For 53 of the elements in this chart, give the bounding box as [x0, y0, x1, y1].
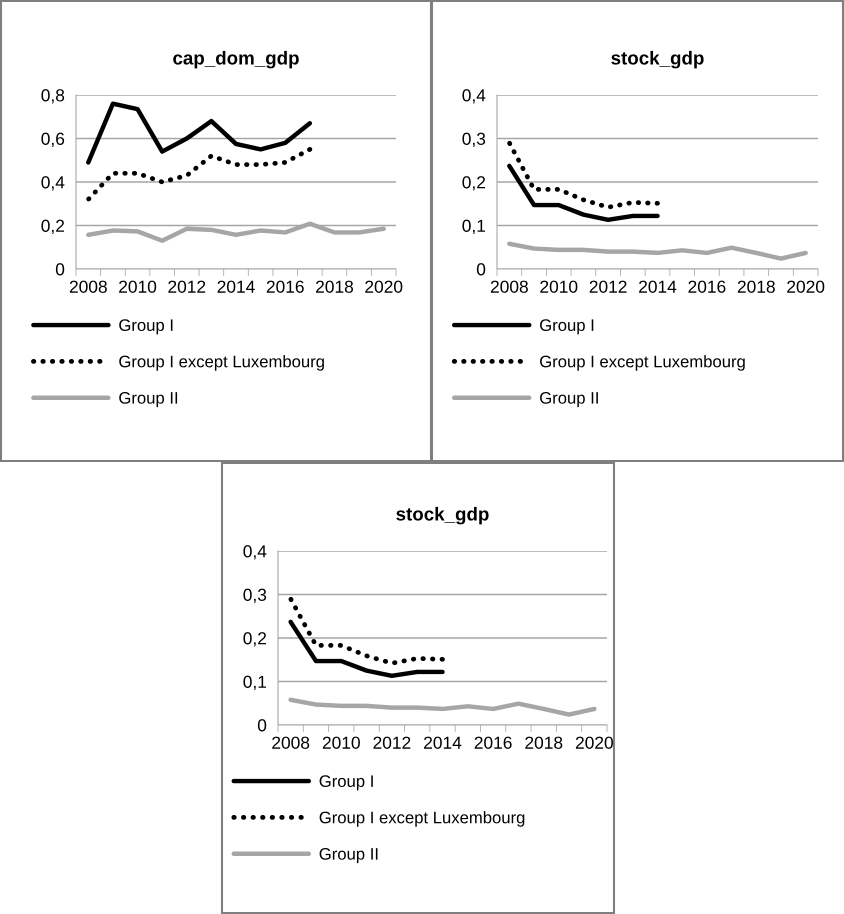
- y-tick-label: 0,6: [41, 132, 64, 148]
- x-tick-label: 2012: [590, 280, 627, 293]
- chart-title: stock_gdp: [396, 506, 489, 524]
- legend-label: Group I except Luxembourg: [119, 355, 324, 371]
- x-tick-label: 2020: [787, 280, 824, 293]
- y-tick-label: 0,4: [243, 545, 266, 560]
- legend-label: Group I: [540, 319, 594, 334]
- x-tick-label: 2016: [266, 280, 304, 293]
- chart-title: cap_dom_gdp: [173, 50, 299, 68]
- y-tick-label: 0,2: [462, 176, 486, 191]
- line-series: [507, 164, 660, 222]
- legend-label: Group I: [119, 319, 172, 334]
- x-tick-label: 2016: [688, 280, 726, 293]
- legend-label: Group I except Luxembourg: [320, 811, 524, 827]
- y-tick-label: 0: [258, 719, 266, 732]
- line-series: [86, 101, 312, 165]
- line-series: [507, 242, 808, 261]
- x-tick-label: 2008: [272, 736, 310, 749]
- x-tick-label: 2010: [540, 280, 578, 293]
- x-tick-label: 2016: [474, 736, 512, 749]
- x-tick-label: 2020: [576, 736, 613, 749]
- y-tick-label: 0,1: [462, 220, 486, 234]
- x-tick-label: 2012: [168, 280, 206, 293]
- y-tick-label: 0: [56, 263, 64, 276]
- x-tick-label: 2014: [639, 280, 676, 293]
- y-tick-label: 0,4: [462, 89, 486, 104]
- x-tick-label: 2010: [322, 736, 360, 749]
- y-tick-label: 0,3: [243, 588, 266, 604]
- chart-title: stock_gdp: [611, 50, 704, 68]
- y-tick-label: 0,3: [462, 132, 486, 148]
- x-tick-label: 2018: [525, 736, 562, 749]
- y-tick-label: 0: [476, 263, 486, 276]
- x-tick-label: 2008: [490, 280, 528, 293]
- legend-label: Group II: [540, 392, 598, 408]
- x-tick-label: 2014: [424, 736, 462, 749]
- line-series: [288, 620, 445, 678]
- x-tick-label: 2018: [738, 280, 775, 293]
- legend-label: Group I: [320, 775, 373, 790]
- x-tick-label: 2018: [316, 280, 354, 293]
- x-tick-label: 2012: [373, 736, 410, 749]
- legend-label: Group I except Luxembourg: [540, 355, 745, 371]
- y-tick-label: 0,4: [41, 176, 64, 191]
- x-tick-label: 2014: [218, 280, 255, 293]
- x-tick-label: 2020: [365, 280, 402, 293]
- y-tick-label: 0,8: [41, 89, 64, 104]
- y-tick-label: 0,2: [41, 220, 64, 234]
- x-tick-label: 2008: [70, 280, 107, 293]
- line-series: [288, 698, 597, 717]
- legend-label: Group II: [119, 392, 178, 408]
- y-tick-label: 0,1: [243, 676, 266, 690]
- legend-label: Group II: [320, 848, 378, 864]
- y-tick-label: 0,2: [243, 632, 266, 647]
- x-tick-label: 2010: [119, 280, 156, 293]
